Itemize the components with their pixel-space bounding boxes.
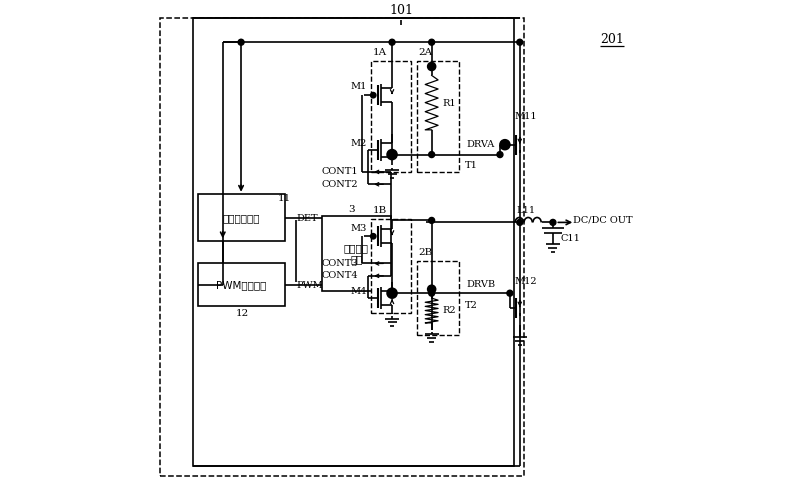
Text: 异常检测电路: 异常检测电路	[222, 213, 260, 223]
Bar	[160, 18, 524, 476]
Bar	[193, 18, 514, 466]
Text: M11: M11	[515, 112, 538, 122]
Text: CONT2: CONT2	[322, 180, 358, 189]
Bar	[372, 60, 410, 172]
Circle shape	[387, 288, 397, 298]
Text: 101: 101	[389, 4, 413, 18]
Text: 11: 11	[278, 194, 291, 202]
Circle shape	[387, 150, 397, 160]
Bar	[198, 194, 284, 241]
Text: CONT3: CONT3	[322, 259, 358, 268]
Text: PWM控制电路: PWM控制电路	[216, 280, 266, 290]
Text: 2A: 2A	[418, 48, 433, 57]
Circle shape	[371, 92, 376, 98]
Circle shape	[428, 286, 436, 293]
Circle shape	[389, 152, 395, 158]
Circle shape	[429, 218, 434, 224]
Circle shape	[429, 290, 434, 296]
Bar	[198, 264, 284, 306]
Circle shape	[507, 290, 513, 296]
Text: DET: DET	[296, 214, 318, 223]
Circle shape	[371, 234, 376, 239]
Text: PWM: PWM	[296, 280, 323, 289]
Text: M3: M3	[351, 224, 368, 234]
Circle shape	[428, 62, 436, 70]
Bar	[372, 219, 410, 313]
Circle shape	[500, 140, 510, 149]
Circle shape	[550, 220, 556, 226]
Text: 12: 12	[236, 309, 249, 318]
Text: M1: M1	[351, 82, 368, 92]
Text: 3: 3	[349, 205, 355, 214]
Text: T2: T2	[465, 300, 478, 310]
Circle shape	[429, 152, 434, 158]
Text: 1A: 1A	[373, 48, 387, 57]
Text: L11: L11	[516, 206, 535, 216]
Text: DRVB: DRVB	[466, 280, 495, 289]
Text: DRVA: DRVA	[466, 140, 495, 149]
Text: R1: R1	[442, 99, 457, 108]
Text: M2: M2	[351, 138, 368, 147]
Circle shape	[517, 39, 522, 45]
Bar	[417, 60, 459, 172]
Circle shape	[389, 290, 395, 296]
Text: CONT4: CONT4	[322, 272, 358, 280]
Text: 2B: 2B	[418, 248, 433, 257]
Circle shape	[429, 39, 434, 45]
Text: 保护控制
电路: 保护控制 电路	[344, 243, 369, 264]
Text: 1B: 1B	[373, 206, 387, 216]
Text: CONT1: CONT1	[322, 168, 358, 176]
Text: C11: C11	[561, 234, 580, 243]
Text: T1: T1	[465, 161, 478, 170]
Circle shape	[497, 152, 503, 158]
Bar	[322, 216, 391, 290]
Text: DC/DC OUT: DC/DC OUT	[572, 216, 632, 225]
Circle shape	[389, 39, 395, 45]
Text: M12: M12	[515, 277, 538, 286]
Text: 201: 201	[599, 34, 624, 46]
Circle shape	[517, 220, 522, 226]
Text: M4: M4	[351, 287, 368, 296]
Circle shape	[238, 39, 244, 45]
Bar	[417, 261, 459, 336]
Text: R2: R2	[442, 306, 457, 315]
